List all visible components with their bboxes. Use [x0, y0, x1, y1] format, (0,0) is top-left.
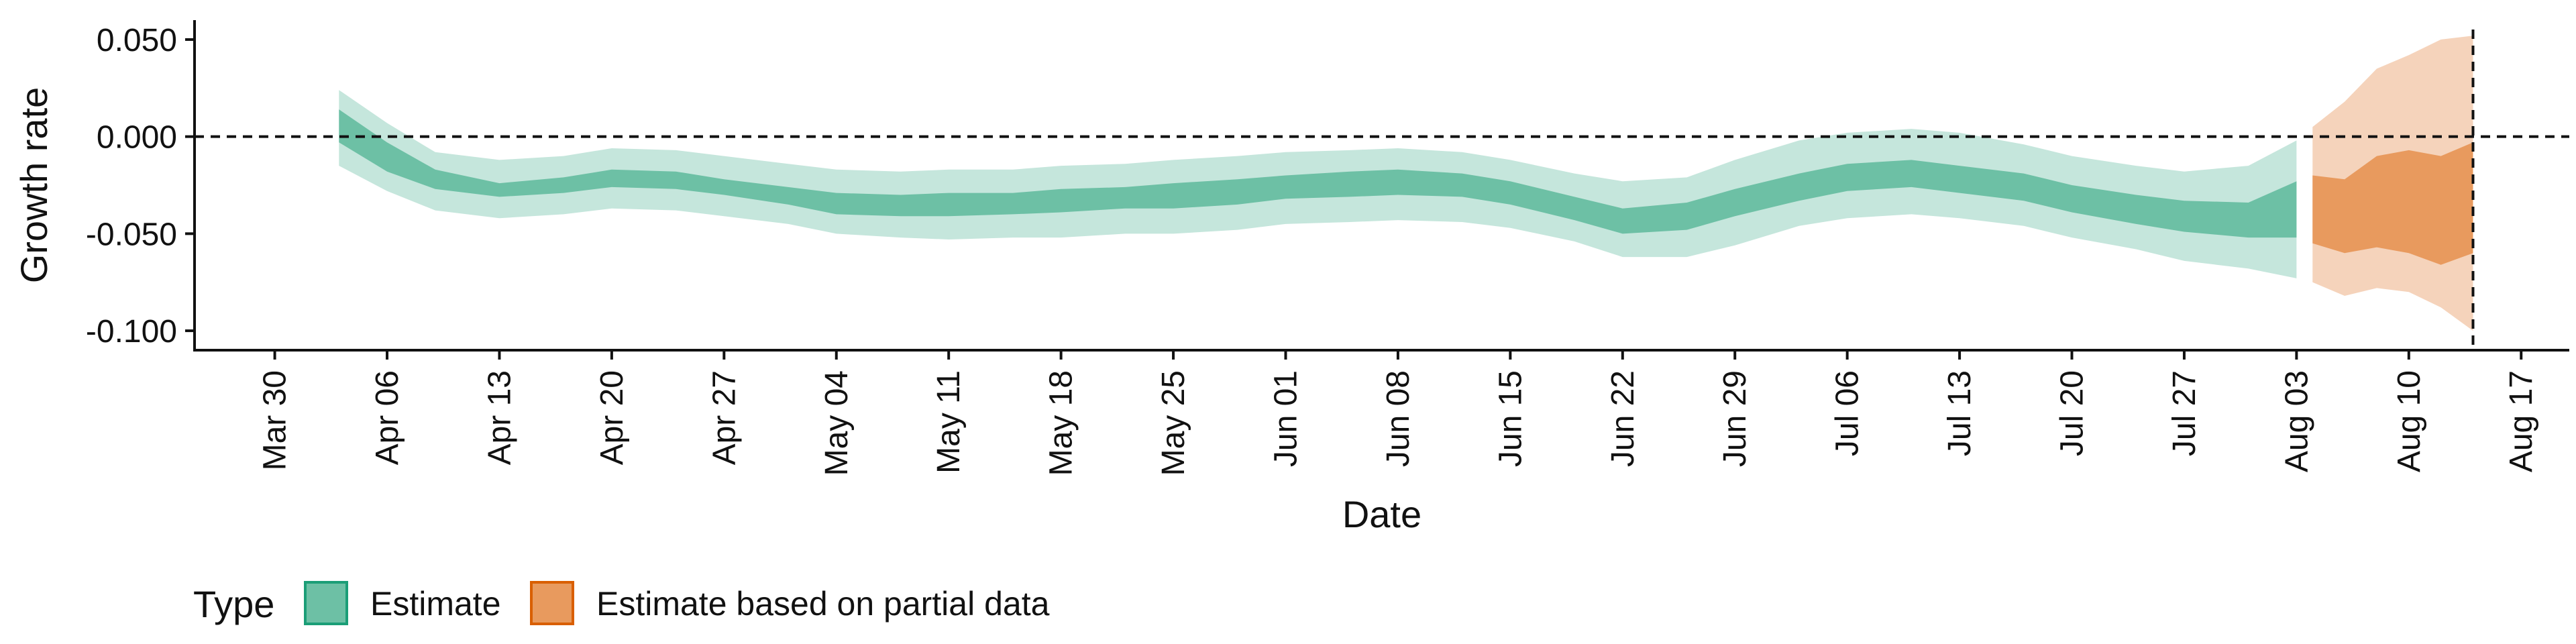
- x-tick-label: Apr 06: [370, 370, 405, 465]
- x-tick-label: Apr 13: [482, 370, 517, 465]
- legend-label-partial: Estimate based on partial data: [596, 585, 1050, 623]
- x-tick-label: Jul 27: [2167, 370, 2202, 456]
- band-50-estimate: [339, 109, 2297, 238]
- x-axis: Mar 30 Apr 06 Apr 13 Apr 20 Apr 27 May 04 May …: [193, 349, 2569, 476]
- legend: Type Estimate Estimate based on partial …: [193, 581, 1050, 625]
- x-tick-label: Jun 01: [1268, 370, 1303, 467]
- y-tick-label: 0.050: [97, 23, 177, 58]
- x-tick-label: Apr 27: [706, 370, 742, 465]
- x-tick-label: Apr 20: [594, 370, 630, 465]
- legend-swatch-partial: [530, 581, 574, 625]
- x-tick-label: Jun 15: [1493, 370, 1528, 467]
- x-tick-label: Jun 29: [1717, 370, 1753, 467]
- x-tick-label: Jul 13: [1942, 370, 1978, 456]
- x-tick-label: Jun 22: [1605, 370, 1641, 467]
- x-tick-label: Mar 30: [258, 370, 293, 470]
- legend-label-estimate: Estimate: [370, 585, 501, 623]
- x-tick-label: May 25: [1156, 370, 1191, 476]
- x-ticks: Mar 30 Apr 06 Apr 13 Apr 20 Apr 27 May 04 May …: [258, 350, 2539, 476]
- x-tick-label: May 18: [1044, 370, 1079, 476]
- y-tick-label: 0.000: [97, 120, 177, 156]
- band-50-partial: [2312, 142, 2473, 265]
- y-ticks: 0.050 0.000 -0.050 -0.100: [86, 23, 195, 350]
- x-tick-label: May 04: [819, 370, 855, 476]
- y-tick-label: -0.050: [86, 217, 177, 252]
- y-axis: 0.050 0.000 -0.050 -0.100: [86, 20, 196, 352]
- legend-title: Type: [193, 583, 274, 625]
- legend-swatch-estimate: [304, 581, 348, 625]
- x-tick-label: May 11: [931, 370, 967, 474]
- x-tick-label: Aug 03: [2279, 370, 2314, 472]
- x-tick-label: Jul 20: [2055, 370, 2090, 456]
- x-tick-label: Jun 08: [1381, 370, 1416, 467]
- x-tick-label: Jul 06: [1830, 370, 1866, 456]
- x-tick-label: Aug 17: [2504, 370, 2539, 472]
- x-tick-label: Aug 10: [2392, 370, 2427, 472]
- uncertainty-bands: [339, 36, 2473, 331]
- y-tick-label: -0.100: [86, 314, 177, 350]
- y-axis-title: Growth rate: [13, 87, 55, 284]
- x-axis-title: Date: [1342, 493, 1421, 535]
- plot-area: [195, 30, 2569, 350]
